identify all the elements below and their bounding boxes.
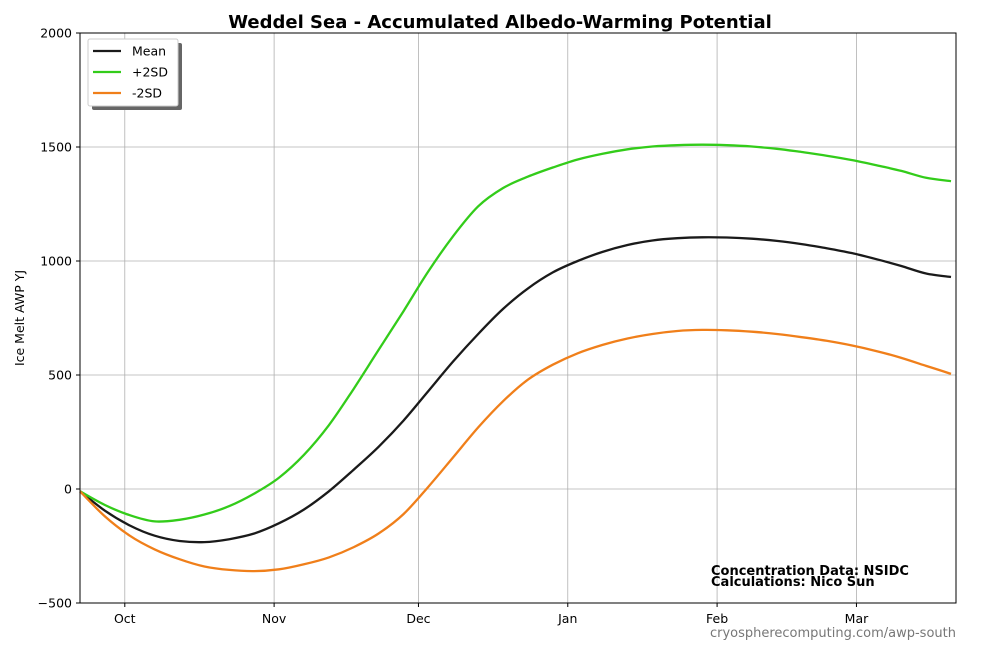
series-line-mean <box>79 236 952 544</box>
y-axis-label: Ice Melt AWP YJ <box>12 270 27 366</box>
x-axis-ticks: Oct Nov Dec Jan Feb Mar <box>114 603 869 626</box>
y-tick-label: 1000 <box>40 254 72 269</box>
x-tick-label: Mar <box>845 611 869 626</box>
legend-label-plusminus-2sd: +2SD <box>132 65 168 80</box>
footer-url: cryospherecomputing.com/awp-south <box>710 626 956 641</box>
series-line-minus-2sd <box>79 328 952 573</box>
x-tick-label: Oct <box>114 611 136 626</box>
annotation-concentration: Concentration Data: NSIDC <box>711 564 909 579</box>
legend: Mean +2SD -2SD <box>87 38 182 110</box>
legend-items: Mean +2SD -2SD <box>93 44 168 101</box>
grid-lines <box>80 32 956 604</box>
legend-box <box>87 38 179 107</box>
series-group <box>79 143 952 573</box>
legend-label-minus-2sd: -2SD <box>132 86 162 101</box>
x-tick-label: Nov <box>262 611 287 626</box>
y-tick-label: 500 <box>48 368 72 383</box>
chart-title: Weddel Sea - Accumulated Albedo-Warming … <box>228 12 772 33</box>
y-tick-label: 1500 <box>40 140 72 155</box>
x-tick-label: Dec <box>406 611 430 626</box>
y-axis-ticks: −500 0 500 1000 1500 2000 <box>38 26 80 611</box>
annotation-calculations: Calculations: Nico Sun <box>711 575 875 590</box>
legend-label-mean: Mean <box>132 44 166 59</box>
y-tick-label: 2000 <box>40 26 72 41</box>
y-tick-label: 0 <box>64 482 72 497</box>
plot-frame <box>79 32 957 604</box>
x-tick-label: Feb <box>706 611 728 626</box>
y-tick-label: −500 <box>38 596 72 611</box>
series-line-plusminus-2sd <box>79 143 952 523</box>
x-tick-label: Jan <box>557 611 577 626</box>
